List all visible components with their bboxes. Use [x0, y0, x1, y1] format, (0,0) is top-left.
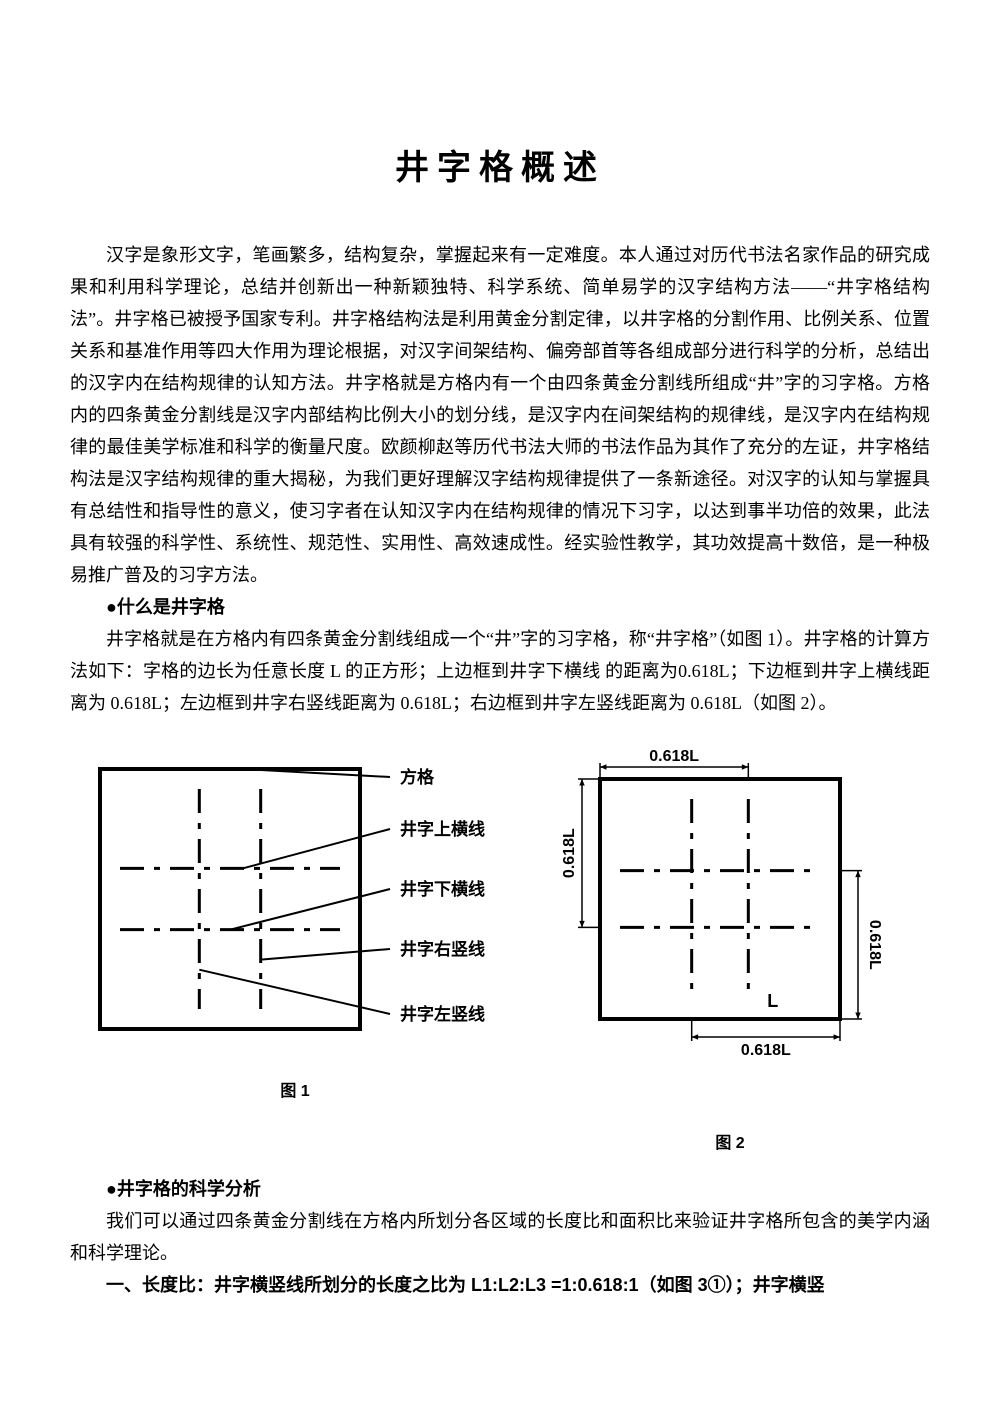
svg-text:方格: 方格	[400, 767, 435, 787]
svg-text:井字右竖线: 井字右竖线	[400, 939, 485, 959]
figure-2-block: 0.618L 0.618L 0.618L 0.618L L 图 2	[540, 749, 920, 1153]
figure-1-caption: 图 1	[280, 1077, 309, 1101]
figures-row: 方格井字上横线井字下横线井字右竖线井字左竖线 图 1 0.618L0.618L0…	[70, 749, 930, 1153]
svg-text:0.618L: 0.618L	[866, 920, 883, 970]
svg-text:L: L	[767, 991, 778, 1011]
svg-text:井字左竖线: 井字左竖线	[400, 1004, 485, 1024]
svg-text:井字下横线: 井字下横线	[400, 879, 485, 899]
svg-text:0.618L: 0.618L	[649, 749, 699, 765]
figure-1-block: 方格井字上横线井字下横线井字右竖线井字左竖线 图 1	[80, 749, 510, 1153]
analysis-paragraph: 我们可以通过四条黄金分割线在方格内所划分各区域的长度比和面积比来验证井字格所包含…	[70, 1205, 930, 1269]
figure-2-caption: 图 2	[715, 1129, 744, 1153]
svg-text:0.618L: 0.618L	[741, 1042, 791, 1059]
heading-analysis: ●井字格的科学分析	[70, 1173, 930, 1205]
svg-text:井字上横线: 井字上横线	[400, 819, 485, 839]
intro-paragraph: 汉字是象形文字，笔画繁多，结构复杂，掌握起来有一定难度。本人通过对历代书法名家作…	[70, 239, 930, 591]
figure-1-diagram: 方格井字上横线井字下横线井字右竖线井字左竖线	[80, 749, 510, 1059]
svg-text:0.618L: 0.618L	[561, 828, 578, 878]
heading-what-is: ●什么是井字格	[70, 591, 930, 623]
page-title: 井字格概述	[70, 140, 930, 189]
length-ratio-paragraph: 一、长度比：井字横竖线所划分的长度之比为 L1:L2:L3 =1:0.618:1…	[70, 1269, 930, 1301]
figure-2-diagram: 0.618L 0.618L 0.618L 0.618L L	[540, 749, 920, 1089]
what-is-paragraph: 井字格就是在方格内有四条黄金分割线组成一个“井”字的习字格，称“井字格”（如图 …	[70, 623, 930, 719]
